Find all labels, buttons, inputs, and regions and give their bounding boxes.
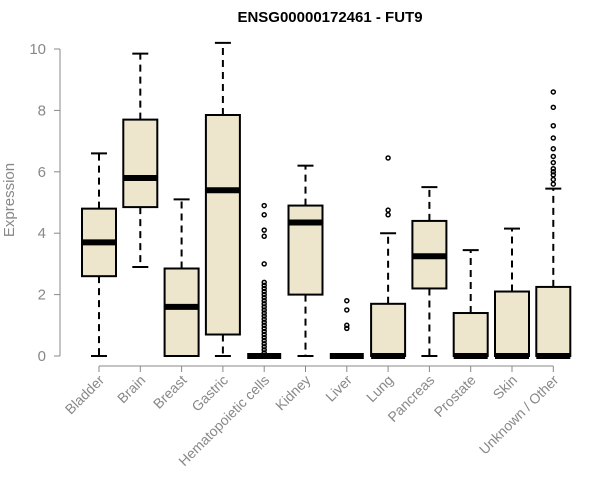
iqr-box bbox=[370, 302, 407, 357]
x-tick-label: Prostate bbox=[431, 372, 479, 420]
outlier-point bbox=[261, 325, 267, 332]
iqr-box bbox=[163, 267, 200, 358]
outlier-point bbox=[344, 307, 350, 313]
y-tick-label: 0 bbox=[38, 348, 46, 365]
outlier-point bbox=[385, 212, 391, 218]
iqr-box bbox=[204, 114, 241, 336]
outlier-point bbox=[261, 331, 267, 338]
outlier-point bbox=[385, 155, 391, 161]
outlier-point bbox=[550, 146, 557, 152]
outlier-point bbox=[550, 135, 557, 141]
box-kidney bbox=[287, 164, 324, 357]
outlier-point bbox=[261, 328, 267, 335]
box-unknown-other bbox=[535, 89, 572, 359]
outlier-point bbox=[344, 325, 350, 332]
outlier-point bbox=[344, 297, 350, 304]
outlier-point bbox=[550, 181, 557, 187]
outlier-point bbox=[261, 202, 267, 209]
y-tick-label: 8 bbox=[38, 102, 46, 119]
x-tick-label: Brain bbox=[114, 372, 148, 406]
outlier-point bbox=[261, 307, 267, 313]
outlier-point bbox=[261, 347, 267, 353]
outlier-point bbox=[261, 313, 267, 319]
box-hematopoietic-cells bbox=[247, 202, 282, 359]
iqr-box bbox=[287, 204, 324, 296]
outlier-point bbox=[261, 212, 267, 218]
iqr-box bbox=[494, 290, 530, 357]
outlier-point bbox=[550, 165, 557, 172]
outlier-point bbox=[550, 153, 557, 160]
outlier-point bbox=[385, 207, 391, 213]
box-breast bbox=[163, 198, 200, 358]
iqr-box bbox=[122, 118, 159, 209]
outlier-point bbox=[261, 340, 267, 347]
outlier-point bbox=[261, 227, 267, 233]
x-tick-label: Breast bbox=[150, 372, 190, 412]
box-skin bbox=[494, 227, 530, 359]
y-tick-label: 4 bbox=[38, 225, 46, 242]
outlier-point bbox=[550, 89, 557, 95]
box-prostate bbox=[452, 249, 489, 359]
outlier-point bbox=[261, 288, 267, 295]
outlier-point bbox=[261, 319, 267, 325]
box-gastric bbox=[204, 41, 241, 357]
outlier-point bbox=[261, 285, 267, 292]
iqr-box bbox=[452, 312, 489, 357]
outlier-point bbox=[261, 294, 267, 301]
chart-title: ENSG00000172461 - FUT9 bbox=[237, 9, 422, 26]
x-tick-label: Skin bbox=[490, 372, 521, 403]
outlier-point bbox=[261, 297, 267, 304]
box-lung bbox=[370, 155, 407, 359]
outlier-point bbox=[261, 301, 267, 307]
outlier-point bbox=[550, 176, 557, 183]
box-brain bbox=[122, 52, 159, 268]
outlier-point bbox=[261, 334, 267, 341]
iqr-box bbox=[535, 285, 572, 357]
outlier-point bbox=[261, 310, 267, 316]
x-tick-label: Lung bbox=[363, 372, 396, 405]
y-tick-label: 10 bbox=[29, 41, 46, 58]
outlier-point bbox=[261, 344, 267, 350]
box-bladder bbox=[81, 152, 117, 357]
outlier-point bbox=[261, 282, 267, 289]
outlier-point bbox=[550, 169, 557, 175]
box-pancreas bbox=[411, 186, 448, 357]
box-liver bbox=[329, 297, 364, 359]
outlier-point bbox=[261, 233, 267, 240]
outlier-point bbox=[550, 104, 557, 111]
y-axis-label: Expression bbox=[1, 163, 18, 237]
outlier-point bbox=[261, 261, 267, 267]
outlier-point bbox=[261, 337, 267, 344]
outlier-point bbox=[550, 172, 557, 178]
outlier-point bbox=[261, 304, 267, 310]
outlier-point bbox=[261, 291, 267, 298]
y-tick-label: 6 bbox=[38, 164, 46, 181]
x-tick-label: Liver bbox=[322, 372, 355, 405]
outlier-point bbox=[261, 316, 267, 322]
outlier-point bbox=[550, 123, 557, 129]
boxes bbox=[81, 41, 572, 359]
axes: 0 2 4 6 8 10 bbox=[29, 41, 554, 372]
outlier-point bbox=[261, 279, 267, 286]
outlier-point bbox=[261, 350, 267, 356]
x-tick-label: Bladder bbox=[62, 372, 108, 418]
outlier-point bbox=[550, 159, 557, 166]
outlier-point bbox=[344, 322, 350, 329]
y-tick-label: 2 bbox=[38, 287, 46, 304]
x-tick-label: Kidney bbox=[272, 372, 314, 414]
outlier-point bbox=[261, 322, 267, 329]
